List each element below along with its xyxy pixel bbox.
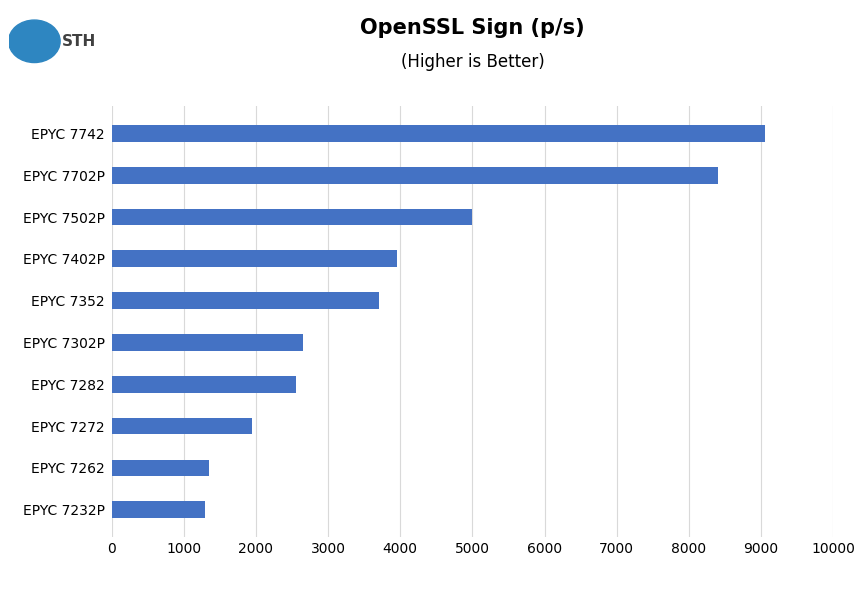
- Bar: [112, 502, 205, 518]
- Text: (Higher is Better): (Higher is Better): [400, 53, 545, 71]
- Bar: [112, 376, 295, 392]
- Bar: [112, 209, 472, 225]
- Bar: [112, 167, 718, 183]
- Bar: [112, 418, 253, 434]
- Bar: [112, 460, 209, 476]
- Bar: [112, 334, 303, 351]
- Text: OpenSSL Sign (p/s): OpenSSL Sign (p/s): [360, 18, 585, 38]
- Text: STH: STH: [62, 34, 96, 49]
- Bar: [112, 251, 397, 267]
- Bar: [112, 125, 765, 142]
- Circle shape: [9, 20, 60, 63]
- Bar: [112, 292, 379, 309]
